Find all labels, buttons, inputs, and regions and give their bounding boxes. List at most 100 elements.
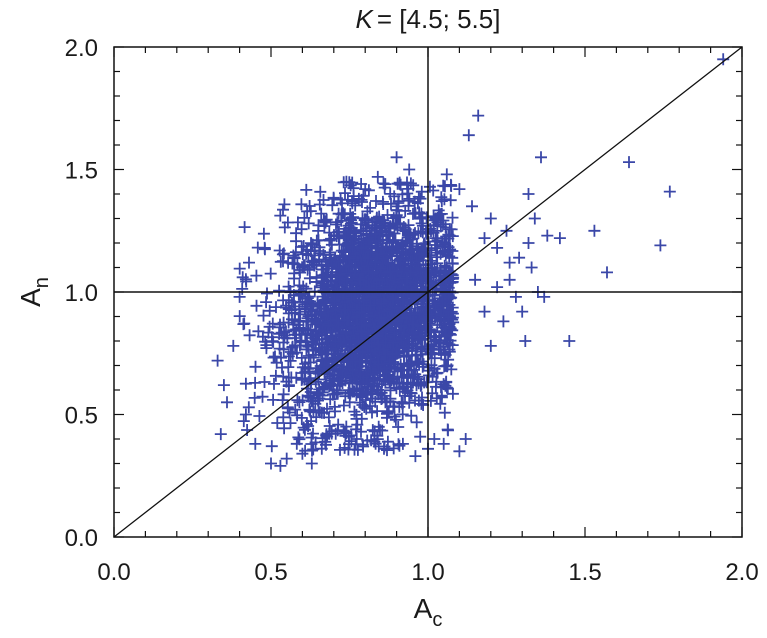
data-point [338, 303, 351, 316]
data-point [371, 248, 384, 261]
x-tick-labels: 0.0 0.5 1.0 1.5 2.0 [97, 559, 758, 586]
data-point [442, 290, 455, 303]
data-point [503, 273, 516, 286]
data-point [371, 330, 384, 343]
data-point [414, 225, 427, 238]
data-point [323, 361, 335, 374]
data-point [347, 211, 360, 224]
data-point [273, 284, 286, 297]
data-point [410, 416, 423, 429]
data-point [362, 265, 375, 278]
data-point [300, 418, 313, 431]
data-point [304, 295, 316, 308]
data-point [357, 243, 370, 256]
data-point [293, 433, 306, 446]
data-point [441, 246, 454, 259]
data-point [260, 296, 273, 309]
data-point [522, 237, 535, 249]
data-point [253, 410, 266, 422]
data-point [513, 251, 526, 264]
data-point [411, 197, 424, 210]
data-point [301, 205, 314, 218]
data-point [283, 406, 296, 419]
data-point [236, 271, 249, 284]
data-point [453, 183, 466, 196]
data-point [217, 379, 230, 392]
data-point [388, 328, 401, 341]
data-point [393, 211, 406, 224]
x-tick-label: 0.5 [254, 559, 287, 586]
data-point [413, 206, 426, 219]
data-point [424, 394, 437, 407]
data-point [352, 192, 365, 205]
data-point [250, 299, 263, 312]
data-point [409, 368, 422, 381]
data-point [305, 431, 318, 444]
data-point [301, 263, 314, 276]
data-point [260, 342, 273, 355]
data-point [355, 412, 368, 425]
data-point [440, 273, 453, 286]
data-point [393, 383, 406, 395]
data-point [410, 379, 423, 392]
data-point [289, 246, 302, 259]
data-points [211, 53, 730, 472]
reference-lines [113, 46, 743, 538]
data-point [350, 433, 363, 445]
data-point [392, 421, 405, 433]
data-point [394, 178, 407, 191]
data-point [433, 270, 446, 283]
data-point [376, 224, 389, 237]
data-point [359, 213, 371, 226]
data-point [353, 306, 366, 319]
data-point [278, 221, 291, 234]
data-point [376, 195, 389, 208]
data-point [276, 394, 289, 407]
data-point [249, 360, 262, 373]
data-point [446, 211, 459, 224]
data-point [338, 314, 351, 327]
data-point [396, 224, 409, 237]
data-point [375, 297, 388, 310]
data-point [509, 290, 522, 303]
data-point [379, 375, 392, 388]
data-point [371, 170, 384, 183]
data-point [277, 388, 290, 401]
data-point [257, 309, 270, 322]
data-point [332, 418, 345, 431]
data-point [428, 214, 441, 227]
data-point [343, 252, 356, 265]
data-point [372, 235, 385, 248]
data-point [233, 290, 246, 303]
data-point [342, 430, 355, 443]
data-point [428, 301, 441, 314]
data-point [243, 329, 256, 342]
data-point [277, 336, 290, 349]
data-point [414, 263, 427, 276]
data-point [371, 429, 384, 442]
data-point [437, 315, 450, 328]
data-point [277, 247, 290, 260]
data-point [392, 197, 405, 209]
data-point [334, 267, 347, 280]
data-point [372, 388, 385, 401]
data-point [588, 224, 601, 237]
data-point [258, 376, 271, 388]
data-point [250, 269, 263, 282]
data-point [430, 267, 443, 280]
data-point [346, 240, 359, 253]
data-point [439, 221, 452, 234]
title-range: = [4.5; 5.5] [377, 4, 501, 34]
data-point [355, 325, 368, 338]
data-point [446, 276, 459, 289]
data-point [277, 411, 290, 424]
data-point [382, 222, 395, 235]
data-point [291, 394, 304, 407]
data-point [302, 249, 315, 262]
data-point [390, 376, 403, 389]
data-point [439, 237, 452, 250]
data-point [333, 268, 346, 281]
data-point [329, 405, 341, 418]
data-point [466, 200, 478, 213]
data-point [362, 233, 375, 246]
